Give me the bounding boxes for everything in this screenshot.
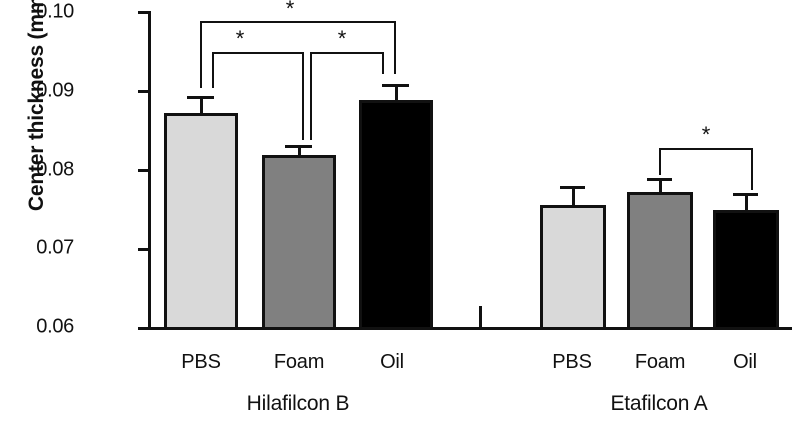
sig-bracket-outer-leg-left bbox=[200, 21, 202, 88]
error-bar-cap-hilafilcon-foam bbox=[285, 145, 312, 148]
bar-etafilcon-pbs[interactable] bbox=[540, 205, 606, 330]
sig-bracket-pbs-foam-top bbox=[212, 52, 304, 54]
sig-bracket-outer-top bbox=[200, 21, 396, 23]
error-bar-stem-hilafilcon-oil bbox=[395, 85, 398, 102]
error-bar-stem-hilafilcon-pbs bbox=[200, 97, 203, 115]
error-bar-cap-etafilcon-pbs bbox=[560, 186, 585, 189]
y-tick-mark-4 bbox=[138, 327, 150, 330]
sig-bracket-etafilcon-leg-right bbox=[751, 148, 753, 190]
sig-bracket-pbs-foam-leg-left bbox=[212, 52, 214, 88]
y-tick-label-1: 0.09 bbox=[36, 79, 74, 102]
x-tick-label-etafilcon-oil: Oil bbox=[733, 351, 757, 373]
y-tick-label-0: 0.10 bbox=[36, 0, 74, 23]
y-tick-mark-2 bbox=[138, 169, 150, 172]
sig-bracket-foam-oil-leg-left bbox=[310, 52, 312, 140]
sig-star-foam-oil: * bbox=[337, 26, 347, 51]
sig-bracket-etafilcon-leg-left bbox=[659, 148, 661, 175]
error-bar-stem-hilafilcon-foam bbox=[298, 146, 301, 157]
x-tick-label-hilafilcon-pbs: PBS bbox=[181, 351, 221, 373]
error-bar-cap-etafilcon-foam bbox=[647, 178, 672, 181]
sig-star-outer: * bbox=[285, 0, 295, 21]
bar-hilafilcon-oil[interactable] bbox=[359, 100, 433, 330]
x-tick-label-hilafilcon-foam: Foam bbox=[273, 351, 325, 373]
error-bar-stem-etafilcon-oil bbox=[745, 194, 748, 212]
x-tick-label-etafilcon-foam: Foam bbox=[634, 351, 686, 373]
sig-bracket-pbs-foam-leg-right bbox=[302, 52, 304, 140]
bar-hilafilcon-pbs[interactable] bbox=[164, 113, 238, 330]
y-tick-mark-0 bbox=[138, 11, 150, 14]
y-tick-mark-3 bbox=[138, 248, 150, 251]
sig-bracket-outer-leg-right bbox=[394, 21, 396, 74]
error-bar-cap-etafilcon-oil bbox=[733, 193, 758, 196]
axis-break-tick bbox=[479, 306, 482, 328]
error-bar-cap-hilafilcon-oil bbox=[382, 84, 409, 87]
error-bar-stem-etafilcon-foam bbox=[659, 179, 662, 194]
bar-etafilcon-oil[interactable] bbox=[713, 210, 779, 330]
y-tick-label-3: 0.07 bbox=[36, 236, 74, 259]
error-bar-stem-etafilcon-pbs bbox=[572, 187, 575, 207]
x-tick-label-hilafilcon-oil: Oil bbox=[380, 351, 404, 373]
group-label-hilafilcon: Hilafilcon B bbox=[246, 392, 350, 415]
sig-star-pbs-foam: * bbox=[235, 26, 245, 51]
bar-etafilcon-foam[interactable] bbox=[627, 192, 693, 330]
x-axis-spine bbox=[148, 327, 792, 330]
error-bar-cap-hilafilcon-pbs bbox=[187, 96, 214, 99]
sig-bracket-foam-oil-leg-right bbox=[382, 52, 384, 74]
sig-bracket-etafilcon-top bbox=[659, 148, 753, 150]
y-tick-label-2: 0.08 bbox=[36, 158, 74, 181]
bar-hilafilcon-foam[interactable] bbox=[262, 155, 336, 330]
y-tick-label-4: 0.06 bbox=[36, 315, 74, 338]
x-tick-label-etafilcon-pbs: PBS bbox=[552, 351, 592, 373]
y-tick-mark-1 bbox=[138, 90, 150, 93]
y-axis-tick-labels: 0.10 0.09 0.08 0.07 0.06 bbox=[0, 0, 74, 424]
sig-star-etafilcon: * bbox=[701, 122, 711, 147]
sig-bracket-foam-oil-top bbox=[310, 52, 384, 54]
group-label-etafilcon: Etafilcon A bbox=[610, 392, 708, 415]
